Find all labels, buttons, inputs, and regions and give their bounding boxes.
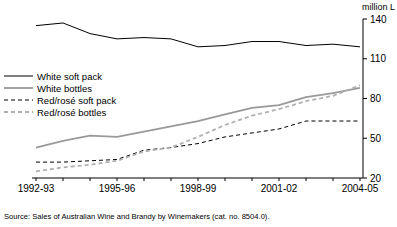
x-tick-label: 2004-05 bbox=[342, 183, 379, 194]
y-tick bbox=[363, 138, 367, 139]
x-tick-label: 1995-96 bbox=[99, 183, 136, 194]
x-tick bbox=[63, 178, 64, 181]
legend-swatch bbox=[4, 87, 33, 89]
y-tick bbox=[363, 58, 367, 59]
x-tick bbox=[171, 178, 172, 181]
y-tick-label: 110 bbox=[370, 53, 386, 64]
y-axis-label: million L bbox=[362, 2, 395, 12]
plot-area bbox=[36, 23, 360, 171]
x-tick bbox=[252, 178, 253, 181]
y-tick-label: 20 bbox=[370, 173, 382, 184]
source: Source: Sales of Australian Wine and Bra… bbox=[4, 212, 270, 221]
y-tick-label: 80 bbox=[370, 93, 382, 104]
legend-swatch bbox=[4, 111, 33, 113]
x-tick-label: 2001-02 bbox=[261, 183, 298, 194]
y-tick bbox=[363, 98, 367, 99]
y-tick bbox=[363, 178, 367, 179]
x-tick bbox=[333, 178, 334, 181]
x-tick bbox=[306, 178, 307, 181]
series-line bbox=[36, 85, 360, 171]
x-tick bbox=[36, 178, 37, 181]
y-tick bbox=[363, 19, 367, 20]
x-tick bbox=[90, 178, 91, 181]
legend-label: White bottles bbox=[37, 83, 92, 94]
x-tick bbox=[225, 178, 226, 181]
x-tick-label: 1992-93 bbox=[18, 183, 55, 194]
legend-label: White soft pack bbox=[37, 71, 102, 82]
legend-swatch bbox=[4, 76, 33, 77]
series-line bbox=[36, 88, 360, 148]
x-tick-label: 1998-99 bbox=[180, 183, 217, 194]
y-tick-label: 50 bbox=[370, 133, 382, 144]
legend-label: Red/rosé soft pack bbox=[37, 95, 116, 106]
legend-label: Red/rosé bottles bbox=[37, 107, 106, 118]
x-tick bbox=[117, 178, 118, 181]
y-tick-label: 140 bbox=[370, 14, 387, 25]
x-tick bbox=[279, 178, 280, 181]
x-tick bbox=[144, 178, 145, 181]
legend-swatch bbox=[4, 100, 33, 101]
x-tick bbox=[198, 178, 199, 181]
series-line bbox=[36, 23, 360, 47]
x-tick bbox=[360, 178, 361, 181]
series-line bbox=[36, 121, 360, 162]
